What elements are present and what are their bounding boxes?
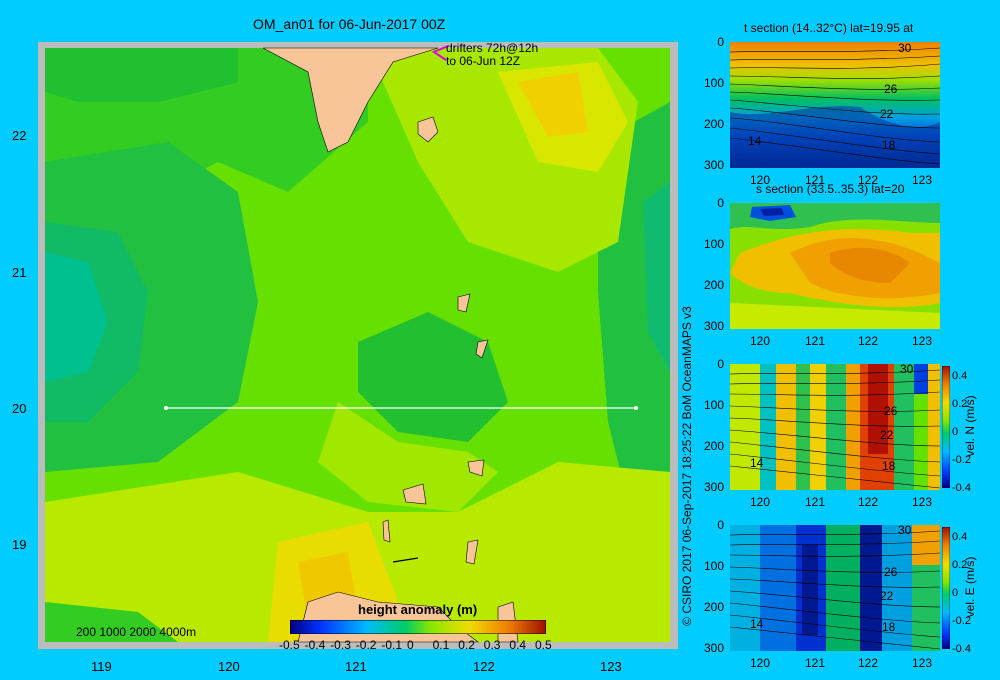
s-section-title: s section (33.5..35.3) lat=20 <box>756 182 905 196</box>
credit-text: © CSIRO 2017 06-Sep-2017 18:25:22 BoM Oc… <box>680 306 694 626</box>
t-label-22: 22 <box>880 107 894 121</box>
vel-colorbar-tick: -0.2 <box>952 454 971 466</box>
panel-y-tick: 0 <box>717 357 724 371</box>
panel-y-tick: 300 <box>703 480 724 494</box>
panel-x-tick: 120 <box>750 656 771 670</box>
s-section-panel <box>730 203 940 329</box>
vel-colorbar-tick: 0.2 <box>952 398 968 410</box>
panel-x-tick: 121 <box>805 173 826 187</box>
map-title: OM_an01 for 06-Jun-2017 00Z <box>253 16 446 32</box>
panel-y-tick: 100 <box>703 76 724 90</box>
panel-x-tick: 120 <box>750 173 771 187</box>
colorbar-title: height anomaly (m) <box>358 602 478 617</box>
vel-colorbar-tick: 0.4 <box>952 370 968 382</box>
colorbar-tick: -0.4 <box>304 638 326 652</box>
map-y-tick-20: 20 <box>12 401 27 416</box>
height-anomaly-colorbar <box>290 620 546 634</box>
panel-x-tick: 122 <box>858 495 879 509</box>
panel-x-tick: 121 <box>805 334 826 348</box>
drifter-track <box>431 45 449 61</box>
vn-label-30: 30 <box>900 362 914 376</box>
panel-y-tick: 200 <box>703 600 724 614</box>
panel-x-tick: 123 <box>912 495 933 509</box>
colorbar-tick: -0.2 <box>355 638 377 652</box>
vel-n-section-panel <box>730 364 940 490</box>
ve-label-30: 30 <box>898 523 912 537</box>
panel-x-tick: 120 <box>750 495 771 509</box>
panel-y-tick: 200 <box>703 278 724 292</box>
panel-y-tick: 100 <box>703 559 724 573</box>
colorbar-tick: 0.5 <box>535 638 552 652</box>
colorbar-tick: -0.3 <box>330 638 351 652</box>
vel-colorbar-tick: -0.4 <box>952 482 971 494</box>
t-label-14: 14 <box>748 134 762 148</box>
vel-colorbar-tick: 0.2 <box>952 559 968 571</box>
vn-label-18: 18 <box>882 459 896 473</box>
vel-colorbar-tick: 0.4 <box>952 531 968 543</box>
colorbar-tick: -0.5 <box>279 638 300 652</box>
panel-y-tick: 200 <box>703 117 724 131</box>
map-frame <box>38 42 678 649</box>
ve-label-14: 14 <box>750 617 764 631</box>
vn-label-22: 22 <box>880 428 894 442</box>
panel-x-tick: 122 <box>858 656 879 670</box>
panel-y-tick: 300 <box>703 319 724 333</box>
panel-x-tick: 121 <box>805 495 826 509</box>
map-x-tick-119: 119 <box>91 659 112 674</box>
panel-x-tick: 123 <box>912 173 933 187</box>
panel-x-tick: 121 <box>805 656 826 670</box>
t-section-title: t section (14..32°C) lat=19.95 at <box>744 21 914 35</box>
colorbar-tick: 0.4 <box>509 638 527 652</box>
map-y-tick-22: 22 <box>12 128 27 143</box>
ve-label-22: 22 <box>880 589 894 603</box>
section-line <box>164 406 638 410</box>
panel-y-tick: 100 <box>703 237 724 251</box>
ve-label-26: 26 <box>884 565 898 579</box>
vel-e-section-panel <box>730 525 940 651</box>
drifters-label-line2: to 06-Jun 12Z <box>446 54 521 68</box>
taiwan-landmass <box>262 47 439 153</box>
vel-n-colorbar <box>942 366 950 488</box>
panel-x-tick: 123 <box>912 656 933 670</box>
panel-x-tick: 122 <box>858 173 879 187</box>
colorbar-tick: 0.2 <box>458 638 475 652</box>
colorbar-tick: 0 <box>407 638 414 652</box>
map-x-tick-123: 123 <box>600 659 622 674</box>
vn-label-14: 14 <box>750 456 764 470</box>
panel-y-tick: 0 <box>717 35 724 49</box>
panel-y-tick: 100 <box>703 398 724 412</box>
map-y-tick-21: 21 <box>12 265 27 280</box>
panel-y-tick: 200 <box>703 439 724 453</box>
panel-x-tick: 122 <box>858 334 879 348</box>
panel-y-tick: 0 <box>717 196 724 210</box>
vel-colorbar-tick: 0 <box>952 426 959 438</box>
ve-label-18: 18 <box>882 620 896 634</box>
vn-label-26: 26 <box>884 404 898 418</box>
panel-y-tick: 0 <box>717 518 724 532</box>
t-label-18: 18 <box>882 138 896 152</box>
vel-e-colorbar <box>942 527 950 649</box>
height-anomaly-field <box>45 48 670 642</box>
colorbar-tick: 0.3 <box>483 638 501 652</box>
colorbar-tick: -0.1 <box>381 638 403 652</box>
vel-colorbar-tick: -0.2 <box>952 615 971 627</box>
map-x-tick-120: 120 <box>218 659 240 674</box>
t-label-30: 30 <box>898 41 912 55</box>
panel-x-tick: 120 <box>750 334 771 348</box>
map-x-tick-121: 121 <box>345 659 367 674</box>
t-label-26: 26 <box>884 82 898 96</box>
map-y-tick-19: 19 <box>12 537 27 552</box>
vel-colorbar-tick: -0.4 <box>952 643 971 655</box>
t-section-panel <box>730 42 940 168</box>
drifters-label-line1: drifters 72h@12h <box>446 41 539 55</box>
panel-y-tick: 300 <box>703 158 724 172</box>
colorbar-tick: 0.1 <box>432 638 450 652</box>
panel-x-tick: 123 <box>912 334 933 348</box>
vel-colorbar-tick: 0 <box>952 587 959 599</box>
map-x-tick-122: 122 <box>473 659 495 674</box>
depth-legend: 200 1000 2000 4000m <box>76 625 197 639</box>
panel-y-tick: 300 <box>703 641 724 655</box>
